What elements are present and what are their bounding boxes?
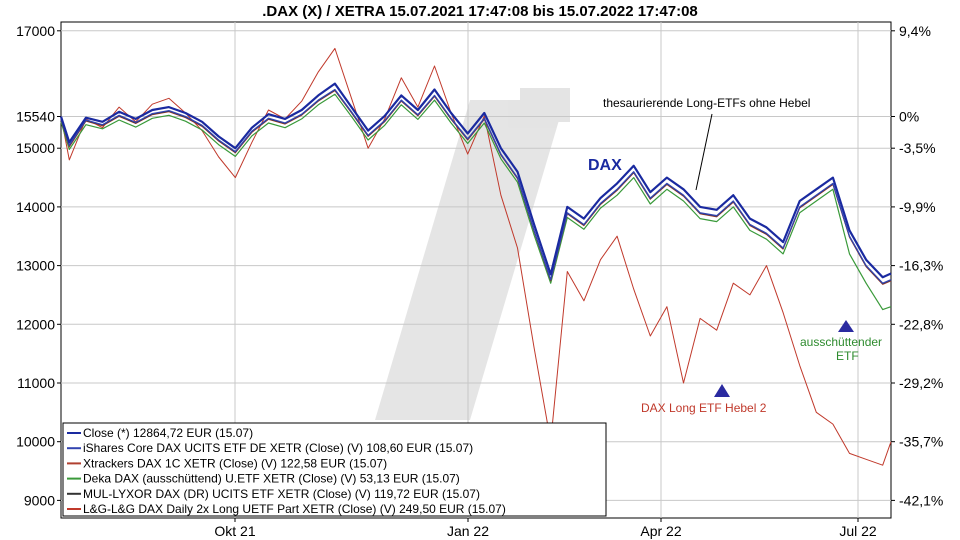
chart-title: .DAX (X) / XETRA 15.07.2021 17:47:08 bis… <box>262 3 698 20</box>
y-axis-left: 17000 15540 15000 14000 13000 12000 11000 10000… <box>16 23 61 508</box>
y-left-tick-label: 9000 <box>24 492 55 508</box>
annotation-dax: DAX <box>588 157 622 174</box>
series-line-0 <box>59 82 892 279</box>
legend-box <box>62 422 607 517</box>
triangle-marker-red <box>714 384 730 397</box>
y-right-tick-label: -3,5% <box>899 140 936 156</box>
y-right-tick-label: -42,1% <box>899 492 943 508</box>
x-tick-label: Jul 22 <box>839 523 877 539</box>
y-left-tick-label: 10000 <box>16 434 55 450</box>
legend-entry: Xtrackers DAX 1C XETR (Close) (V) 122,58… <box>83 456 387 470</box>
y-left-tick-label: 15540 <box>16 109 55 125</box>
y-right-tick-label: 0% <box>899 109 919 125</box>
y-axis-right: 9,4% 0% -3,5% -9,9% -16,3% -22,8% -29,2% -35,7%… <box>891 23 943 508</box>
legend-entry: iShares Core DAX UCITS ETF DE XETR (Clos… <box>83 441 473 455</box>
triangle-marker-green <box>838 320 854 332</box>
legend-entry: Deka DAX (ausschüttend) U.ETF XETR (Clos… <box>83 472 460 486</box>
annotation-ausschuettender-1: ausschüttender <box>800 335 882 349</box>
x-axis: Okt 21 Jan 22 Apr 22 Jul 22 <box>214 518 877 539</box>
y-right-tick-label: -16,3% <box>899 258 943 274</box>
y-left-tick-label: 13000 <box>16 258 55 274</box>
y-left-tick-label: 14000 <box>16 199 55 215</box>
x-tick-label: Apr 22 <box>640 523 681 539</box>
y-left-tick-label: 15000 <box>16 140 55 156</box>
y-left-tick-label: 12000 <box>16 316 55 332</box>
y-right-tick-label: -35,7% <box>899 434 943 450</box>
legend: Close (*) 12864,72 EUR (15.07)iShares Co… <box>62 422 607 517</box>
legend-entry: Close (*) 12864,72 EUR (15.07) <box>83 426 253 440</box>
y-left-tick-label: 11000 <box>17 375 55 391</box>
y-right-tick-label: -9,9% <box>899 199 936 215</box>
legend-entry: MUL-LYXOR DAX (DR) UCITS ETF XETR (Close… <box>83 487 480 501</box>
series-layer <box>59 47 892 466</box>
annotation-hebel: DAX Long ETF Hebel 2 <box>641 401 767 415</box>
annotation-ausschuettender-2: ETF <box>836 349 859 363</box>
annotation-thesaurierende: thesaurierende Long-ETFs ohne Hebel <box>603 96 810 110</box>
x-tick-label: Jan 22 <box>447 523 489 539</box>
annotation-pointer-line <box>695 113 713 191</box>
y-right-tick-label: 9,4% <box>899 23 931 39</box>
y-left-tick-label: 17000 <box>16 23 55 39</box>
series-line-1 <box>60 88 892 284</box>
x-tick-label: Okt 21 <box>214 523 255 539</box>
y-right-tick-label: -29,2% <box>899 375 943 391</box>
y-right-tick-label: -22,8% <box>899 316 943 332</box>
series-line-3 <box>60 93 892 311</box>
legend-entry: L&G-L&G DAX Daily 2x Long UETF Part XETR… <box>83 502 506 516</box>
